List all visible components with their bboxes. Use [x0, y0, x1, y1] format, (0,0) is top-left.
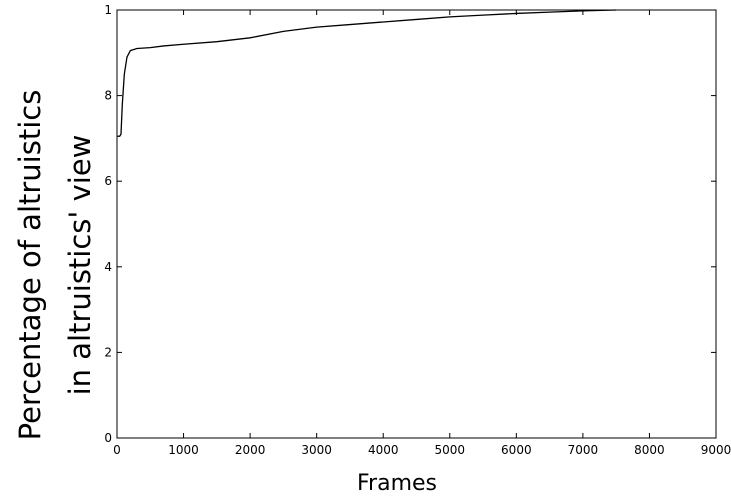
y-tick-label: 2: [104, 345, 112, 359]
y-tick-label: 4: [104, 260, 112, 274]
x-tick-label: 5000: [435, 443, 466, 457]
y-axis-label-line-1: Percentage of altruistics: [13, 90, 47, 441]
series-line: [117, 9, 617, 137]
y-axis-label-line-2: in altruistics' view: [63, 135, 97, 396]
y-axis-label: Percentage of altruistics in altruistics…: [13, 90, 97, 441]
x-tick-label: 6000: [501, 443, 532, 457]
y-tick-label: 0: [104, 431, 112, 445]
x-axis-label: Frames: [357, 471, 437, 496]
y-tick-label: 8: [104, 89, 112, 103]
x-tick-label: 8000: [634, 443, 665, 457]
x-tick-label: 3000: [301, 443, 332, 457]
x-tick-label: 7000: [568, 443, 599, 457]
y-tick-label: 1: [104, 3, 112, 17]
x-tick-label: 9000: [701, 443, 731, 457]
plot-frame: [116, 9, 717, 439]
x-tick-label: 4000: [368, 443, 399, 457]
y-tick-label: 6: [104, 174, 112, 188]
x-tick-label: 0: [113, 443, 121, 457]
x-tick-label: 2000: [235, 443, 266, 457]
series-layer: [117, 9, 617, 137]
axis-tick-labels: 0 1000 2000 3000 4000 5000 6000 7000 8000 9000 0 2 4…: [104, 3, 731, 457]
x-tick-label: 1000: [168, 443, 199, 457]
